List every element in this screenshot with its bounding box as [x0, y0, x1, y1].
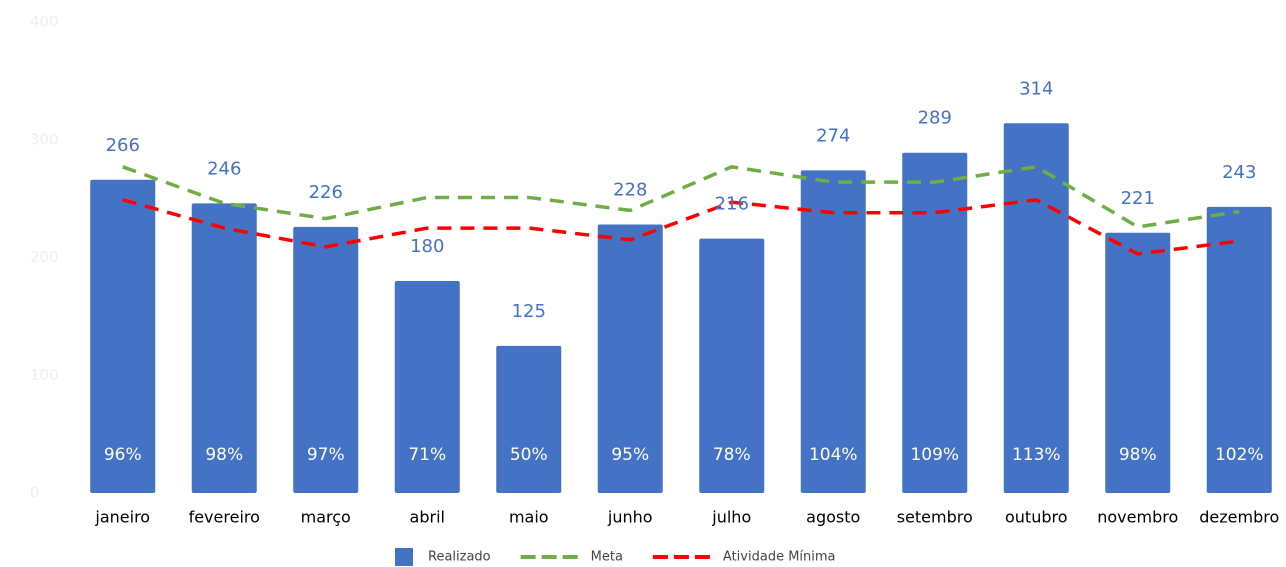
x-tick-label: junho: [607, 508, 653, 527]
percent-label: 78%: [713, 445, 751, 465]
bar: [1003, 123, 1069, 493]
y-tick-label: 100: [30, 366, 59, 384]
legend-label: Meta: [591, 550, 623, 565]
value-label: 180: [410, 236, 444, 257]
legend-label: Atividade Mínima: [723, 550, 836, 565]
line: [122, 197, 1240, 256]
percent-label: 50%: [510, 445, 548, 465]
bar: [394, 281, 460, 493]
x-tick-label: fevereiro: [189, 508, 260, 527]
percent-label: 102%: [1215, 445, 1264, 465]
percent-label: 113%: [1012, 445, 1061, 465]
x-tick-label: maio: [509, 508, 549, 527]
percent-label: 95%: [611, 445, 649, 465]
x-tick-label: julho: [711, 508, 751, 527]
x-tick-label: abril: [410, 508, 445, 527]
value-label: 274: [816, 125, 850, 146]
bar: [699, 238, 765, 493]
y-tick-label: 400: [30, 13, 59, 31]
legend-label: Realizado: [428, 550, 491, 565]
x-tick-label: janeiro: [94, 508, 150, 527]
percent-label: 97%: [307, 445, 345, 465]
x-tick-label: setembro: [897, 508, 973, 527]
percent-label: 104%: [809, 445, 858, 465]
bar: [90, 179, 156, 493]
value-label: 125: [512, 301, 546, 322]
percent-label: 109%: [910, 445, 959, 465]
bar: [800, 170, 866, 494]
value-label: 243: [1222, 162, 1256, 183]
x-tick-label: novembro: [1097, 508, 1178, 527]
y-tick-label: 200: [30, 248, 59, 266]
percent-label: 96%: [104, 445, 142, 465]
percent-label: 98%: [205, 445, 243, 465]
x-tick-label: agosto: [806, 508, 860, 527]
line: [122, 165, 1240, 229]
y-tick-label: 0: [30, 484, 40, 502]
value-label: 216: [715, 194, 749, 215]
bar: [293, 226, 359, 493]
bar: [1206, 206, 1272, 493]
value-label: 266: [106, 135, 140, 156]
y-tick-label: 300: [30, 130, 59, 148]
legend-swatch: [395, 548, 413, 566]
bar: [191, 203, 257, 493]
value-label: 314: [1019, 78, 1053, 99]
x-tick-label: dezembro: [1199, 508, 1279, 527]
value-label: 221: [1121, 188, 1155, 209]
percent-label: 71%: [408, 445, 446, 465]
percent-label: 98%: [1119, 445, 1157, 465]
bar: [597, 224, 663, 493]
value-label: 226: [309, 182, 343, 203]
x-tick-label: março: [301, 508, 351, 527]
bar: [902, 152, 968, 493]
bar: [496, 345, 562, 493]
x-tick-label: outubro: [1005, 508, 1068, 527]
bar: [1105, 232, 1171, 493]
value-label: 228: [613, 180, 647, 201]
value-label: 246: [207, 158, 241, 179]
value-label: 289: [918, 108, 952, 129]
